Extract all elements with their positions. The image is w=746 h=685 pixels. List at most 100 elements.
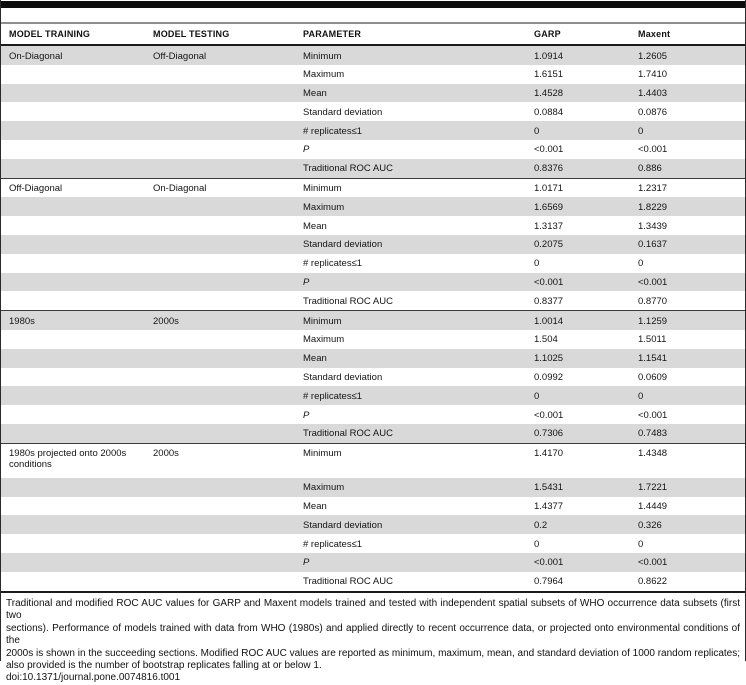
table-row: P <0.001 <0.001 <box>1 272 745 292</box>
cell-maxent-value: 0 <box>638 390 644 402</box>
cell-parameter: Minimum <box>303 447 342 459</box>
cell-garp-value: <0.001 <box>534 277 564 289</box>
cell-garp-value: 1.0014 <box>534 315 564 327</box>
cell-maxent-value: <0.001 <box>638 144 668 156</box>
cell-parameter: # replicates≤1 <box>303 258 363 270</box>
cell-garp-value: 1.4377 <box>534 501 564 513</box>
table-row: Maximum 1.504 1.5011 <box>1 330 745 349</box>
cell-maxent-value: 0.8622 <box>638 576 668 588</box>
cell-garp-value: 1.4170 <box>534 447 564 459</box>
cell-maxent-value: 1.4449 <box>638 501 668 513</box>
cell-garp-value: 0.7306 <box>534 428 564 440</box>
cell-model-testing: Off-Diagonal <box>153 50 207 62</box>
cell-parameter: Maximum <box>303 69 345 81</box>
cell-parameter: Maximum <box>303 482 345 494</box>
cell-maxent-value: 0.326 <box>638 519 662 531</box>
table-row: P <0.001 <0.001 <box>1 405 745 424</box>
top-rule <box>1 1 745 8</box>
table-row: P <0.001 <0.001 <box>1 140 745 159</box>
cell-parameter: Traditional ROC AUC <box>303 428 393 440</box>
cell-maxent-value: 1.7221 <box>638 482 668 494</box>
cell-maxent-value: 0.0609 <box>638 372 668 384</box>
caption-line: sections). Performance of models trained… <box>6 622 740 647</box>
table-row: On-Diagonal Off-Diagonal Minimum 1.0914 1.26… <box>1 46 745 65</box>
cell-parameter: P <box>303 557 310 569</box>
caption-line: Traditional and modified ROC AUC values … <box>6 598 740 622</box>
caption-lines: Traditional and modified ROC AUC values … <box>6 598 740 672</box>
table-row: P <0.001 <0.001 <box>1 552 745 572</box>
cell-garp-value: <0.001 <box>534 409 564 421</box>
cell-parameter: Mean <box>303 220 327 232</box>
table-row: Maximum 1.6151 1.7410 <box>1 65 745 84</box>
cell-garp-value: 0.2075 <box>534 239 564 251</box>
table-body: On-Diagonal Off-Diagonal Minimum 1.0914 1.26… <box>1 46 745 591</box>
cell-maxent-value: 0.0876 <box>638 106 668 118</box>
cell-parameter: # replicates≤1 <box>303 125 363 137</box>
table-row: Traditional ROC AUC 0.7306 0.7483 <box>1 423 745 443</box>
cell-maxent-value: <0.001 <box>638 557 668 569</box>
cell-garp-value: 0 <box>534 538 540 550</box>
cell-parameter: P <box>303 277 310 289</box>
table-section: On-Diagonal Off-Diagonal Minimum 1.0914 1.26… <box>1 46 745 178</box>
table-row: 1980s projected onto 2000s conditions 200… <box>1 444 745 478</box>
caption-line: also provided is the number of bootstrap… <box>6 660 322 672</box>
cell-parameter: Minimum <box>303 183 342 195</box>
cell-parameter: Standard deviation <box>303 519 383 531</box>
table-row: Standard deviation 0.0992 0.0609 <box>1 368 745 387</box>
cell-garp-value: 1.0914 <box>534 50 564 62</box>
table-row: Traditional ROC AUC 0.8377 0.8770 <box>1 291 745 310</box>
cell-parameter: Traditional ROC AUC <box>303 163 393 175</box>
cell-model-testing: On-Diagonal <box>153 183 207 195</box>
doi-text: doi:10.1371/journal.pone.0074816.t001 <box>6 672 181 684</box>
cell-garp-value: 0 <box>534 125 540 137</box>
cell-garp-value: 0.0884 <box>534 106 564 118</box>
column-header-maxent: Maxent <box>638 29 671 39</box>
cell-parameter: Maximum <box>303 201 345 213</box>
cell-parameter: Traditional ROC AUC <box>303 295 393 307</box>
table-row: # replicates≤1 0 0 <box>1 121 745 140</box>
table-row: # replicates≤1 0 0 <box>1 386 745 406</box>
table-column-header-row: MODEL TRAINING MODEL TESTING PARAMETER G… <box>1 26 745 44</box>
cell-maxent-value: 1.5011 <box>638 334 667 346</box>
cell-garp-value: 0.0992 <box>534 372 564 384</box>
cell-model-testing: 2000s <box>153 315 179 327</box>
table-row: Maximum 1.5431 1.7221 <box>1 477 745 497</box>
cell-garp-value: 1.6151 <box>534 69 564 81</box>
cell-parameter: P <box>303 409 310 421</box>
cell-maxent-value: 1.2605 <box>638 50 668 62</box>
column-header-parameter: PARAMETER <box>303 29 362 39</box>
cell-parameter: P <box>303 144 310 156</box>
cell-model-testing: 2000s <box>153 447 179 459</box>
cell-parameter: Traditional ROC AUC <box>303 576 393 588</box>
bottom-rule <box>1 591 745 593</box>
cell-parameter: Standard deviation <box>303 106 383 118</box>
table-row: Mean 1.1025 1.1541 <box>1 348 745 368</box>
cell-parameter: Mean <box>303 501 327 513</box>
table-row: Maximum 1.6569 1.8229 <box>1 197 745 217</box>
cell-garp-value: 0.8377 <box>534 295 564 307</box>
cell-parameter: Mean <box>303 88 327 100</box>
cell-maxent-value: 0 <box>638 538 644 550</box>
cell-parameter: # replicates≤1 <box>303 390 363 402</box>
cell-parameter: Standard deviation <box>303 239 383 251</box>
cell-garp-value: 1.1025 <box>534 353 564 365</box>
cell-garp-value: 1.0171 <box>534 183 564 195</box>
table-caption: Traditional and modified ROC AUC values … <box>1 593 745 685</box>
cell-model-training: 1980s projected onto 2000s conditions <box>9 447 127 471</box>
cell-maxent-value: 1.7410 <box>638 69 668 81</box>
cell-garp-value: 0 <box>534 390 540 402</box>
cell-maxent-value: 0.886 <box>638 163 662 175</box>
cell-maxent-value: 1.4403 <box>638 88 668 100</box>
cell-garp-value: 1.5431 <box>534 482 564 494</box>
cell-parameter: Maximum <box>303 334 345 346</box>
cell-garp-value: 1.4528 <box>534 88 564 100</box>
table-row: Traditional ROC AUC 0.7964 0.8622 <box>1 572 745 591</box>
cell-model-training: 1980s <box>9 315 35 327</box>
cell-maxent-value: 0.1637 <box>638 239 668 251</box>
cell-maxent-value: <0.001 <box>638 409 668 421</box>
column-header-garp: GARP <box>534 29 561 39</box>
table-section: Off-Diagonal On-Diagonal Minimum 1.0171 1.23… <box>1 177 745 311</box>
table-row: 1980s 2000s Minimum 1.0014 1.1259 <box>1 311 745 330</box>
table-section: 1980s 2000s Minimum 1.0014 1.1259 Maximum 1.50… <box>1 310 745 443</box>
cell-maxent-value: 0.8770 <box>638 295 668 307</box>
